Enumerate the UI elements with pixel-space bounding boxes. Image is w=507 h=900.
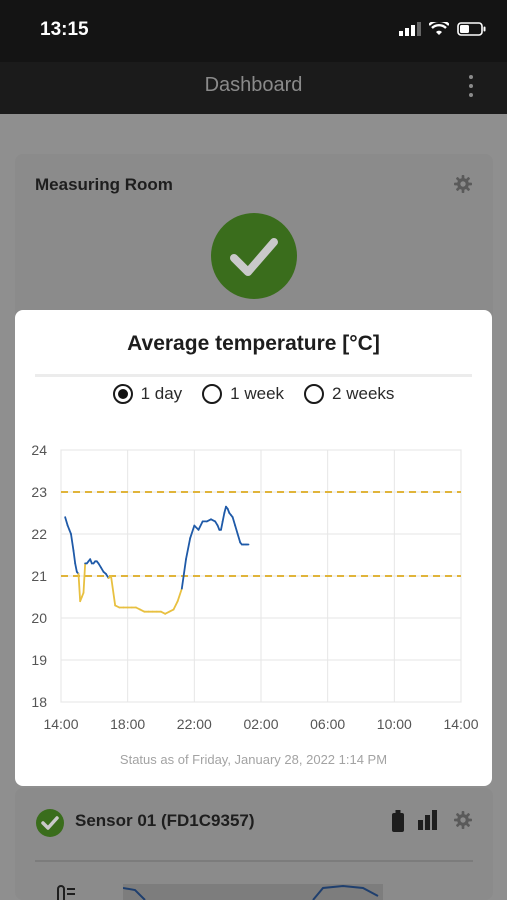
radio-1-week[interactable] xyxy=(202,384,223,404)
radio-1-day[interactable] xyxy=(112,384,133,404)
x-tick-label: 18:00 xyxy=(110,716,145,732)
more-options-icon[interactable] xyxy=(467,75,475,101)
temperature-line-segment xyxy=(197,520,204,531)
range-option-1-day[interactable]: 1 day xyxy=(112,384,183,404)
cellular-signal-icon xyxy=(399,22,421,36)
temperature-line-segment xyxy=(70,533,75,552)
temperature-line-segment xyxy=(172,600,179,611)
range-label-1-week: 1 week xyxy=(230,384,285,403)
room-card-title: Measuring Room xyxy=(35,175,173,194)
range-label-1-day: 1 day xyxy=(140,384,183,403)
temperature-line-segment xyxy=(82,562,87,594)
card-divider xyxy=(35,860,473,862)
temperature-line-segment xyxy=(77,572,82,603)
y-tick-label: 18 xyxy=(31,694,47,710)
battery-icon xyxy=(457,22,486,36)
temperature-line-segment xyxy=(231,516,237,527)
sensor-status-check-icon xyxy=(36,809,64,837)
temperature-line-segment xyxy=(221,512,226,523)
x-tick-label: 14:00 xyxy=(43,716,78,732)
page-title: Dashboard xyxy=(204,74,303,96)
range-label-2-weeks: 2 weeks xyxy=(332,384,395,403)
room-settings-gear-icon[interactable] xyxy=(454,175,472,193)
app-bar: Dashboard xyxy=(0,62,507,114)
status-timestamp: Status as of Friday, January 28, 2022 1:… xyxy=(119,752,388,767)
sensor-sparkline xyxy=(123,884,383,900)
temperature-line-segment xyxy=(236,533,242,544)
sensor-card[interactable]: Sensor 01 (FD1C9357) xyxy=(15,788,493,900)
room-card[interactable]: Measuring Room xyxy=(15,154,493,324)
room-status-check-icon xyxy=(211,213,297,299)
temperature-line-segment xyxy=(72,549,77,565)
temperature-line-segment xyxy=(64,516,69,527)
temperature-line-segment xyxy=(180,558,187,590)
status-bar: 13:15 xyxy=(0,0,507,62)
temperature-line-segment xyxy=(176,587,183,603)
temperature-line-segment xyxy=(189,524,196,540)
y-tick-label: 20 xyxy=(31,610,47,626)
signal-strength-icon xyxy=(418,810,437,830)
x-tick-label: 06:00 xyxy=(310,716,345,732)
temperature-line-segment xyxy=(74,562,78,573)
temperature-chart: 18 19 20 21 22 23 24 14:00 18:00 22:00 02:00 06:00 1… xyxy=(31,442,478,732)
temperature-line-segment xyxy=(110,575,117,607)
y-tick-label: 24 xyxy=(31,442,47,458)
battery-level-icon xyxy=(392,810,404,832)
range-option-1-week[interactable]: 1 week xyxy=(202,384,284,404)
x-tick-label: 22:00 xyxy=(177,716,212,732)
radio-2-weeks[interactable] xyxy=(304,384,325,404)
y-tick-label: 23 xyxy=(31,484,47,500)
status-icons xyxy=(399,22,487,36)
x-tick-label: 02:00 xyxy=(243,716,278,732)
temperature-modal: Average temperature [°C] 1 day 1 week 2 … xyxy=(15,310,492,786)
sensor-settings-gear-icon[interactable] xyxy=(454,811,472,829)
y-tick-label: 22 xyxy=(31,526,47,542)
range-option-2-weeks[interactable]: 2 weeks xyxy=(304,384,394,404)
y-tick-label: 19 xyxy=(31,652,47,668)
temperature-line-segment xyxy=(185,537,192,561)
x-tick-label: 14:00 xyxy=(443,716,478,732)
temperature-line-segment xyxy=(234,524,239,535)
thermometer-icon xyxy=(57,885,75,900)
modal-title: Average temperature [°C] xyxy=(127,332,380,355)
modal-divider xyxy=(35,374,472,377)
y-tick-label: 21 xyxy=(31,568,47,584)
x-tick-label: 10:00 xyxy=(377,716,412,732)
temperature-line-segment xyxy=(193,524,200,531)
wifi-icon xyxy=(429,22,449,35)
status-time: 13:15 xyxy=(40,19,89,40)
temperature-line-segment xyxy=(220,520,224,531)
range-selector: 1 day 1 week 2 weeks xyxy=(15,384,492,404)
sensor-card-title: Sensor 01 (FD1C9357) xyxy=(75,811,255,830)
